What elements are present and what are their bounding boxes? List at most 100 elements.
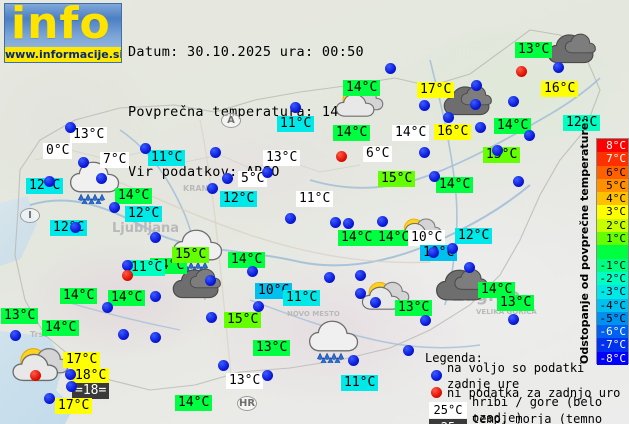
station-dot-available[interactable]	[419, 100, 430, 111]
station-dot-available[interactable]	[471, 80, 482, 91]
station-dot-available[interactable]	[428, 247, 439, 258]
site-logo[interactable]: info www.informacije.si	[4, 3, 122, 63]
station-dot-available[interactable]	[102, 302, 113, 313]
legend-item-available-label: na voljo so podatki zadnje ure	[447, 360, 585, 391]
country-code-glyph: A	[221, 113, 241, 128]
station-dot-available[interactable]	[324, 272, 335, 283]
station-dot-available[interactable]	[44, 393, 55, 404]
station-dot-available[interactable]	[262, 370, 273, 381]
station-dot-available[interactable]	[290, 102, 301, 113]
temperature-label: 14°C	[60, 288, 98, 304]
station-dot-available[interactable]	[70, 222, 81, 233]
station-dot-available[interactable]	[475, 122, 486, 133]
temperature-label: 14°C	[478, 282, 516, 298]
station-dot-available[interactable]	[420, 315, 431, 326]
station-dot-available[interactable]	[66, 381, 77, 392]
legend-item-available: na voljo so podatki zadnje ure	[425, 361, 629, 391]
station-dot-available[interactable]	[210, 147, 221, 158]
temperature-label: 14°C	[375, 230, 413, 246]
station-dot-missing[interactable]	[122, 270, 133, 281]
scale-cell-10: -2°C	[597, 271, 628, 286]
station-dot-available[interactable]	[222, 173, 233, 184]
station-dot-available[interactable]	[253, 301, 264, 312]
station-dot-available[interactable]	[513, 176, 524, 187]
station-dot-available[interactable]	[10, 330, 21, 341]
blue-dot-icon	[431, 370, 442, 381]
station-dot-available[interactable]	[492, 145, 503, 156]
station-dot-available[interactable]	[355, 270, 366, 281]
station-dot-available[interactable]	[377, 216, 388, 227]
scale-cell-2: 6°C	[597, 165, 628, 179]
station-dot-available[interactable]	[150, 232, 161, 243]
station-dot-available[interactable]	[65, 369, 76, 380]
scale-cell-7: 1°C	[597, 232, 628, 246]
station-dot-available[interactable]	[78, 157, 89, 168]
station-dot-available[interactable]	[508, 314, 519, 325]
station-dot-available[interactable]	[470, 99, 481, 110]
temperature-label: 11°C	[277, 116, 315, 132]
station-dot-available[interactable]	[403, 345, 414, 356]
station-dot-available[interactable]	[65, 122, 76, 133]
temperature-label: 11°C	[296, 191, 334, 207]
station-dot-available[interactable]	[429, 171, 440, 182]
station-dot-available[interactable]	[206, 312, 217, 323]
station-dot-available[interactable]	[348, 355, 359, 366]
station-dot-available[interactable]	[464, 262, 475, 273]
station-dot-available[interactable]	[207, 183, 218, 194]
scale-cell-15: -7°C	[597, 338, 628, 352]
legend-item-sea-label: temp. morja (temno ozadje)	[472, 411, 603, 424]
temperature-label: 11°C	[148, 150, 186, 166]
station-dot-available[interactable]	[443, 112, 454, 123]
red-dot-icon	[431, 387, 442, 398]
station-dot-available[interactable]	[330, 217, 341, 228]
station-dot-available[interactable]	[385, 63, 396, 74]
temperature-label: 13°C	[497, 295, 535, 311]
temperature-label: 13°C	[263, 150, 301, 166]
station-dot-available[interactable]	[370, 297, 381, 308]
station-dot-missing[interactable]	[336, 151, 347, 162]
station-dot-available[interactable]	[247, 266, 258, 277]
station-dot-available[interactable]	[285, 213, 296, 224]
temperature-label: 14°C	[494, 118, 532, 134]
station-dot-available[interactable]	[96, 173, 107, 184]
station-dot-missing[interactable]	[516, 66, 527, 77]
legend-item-mountains-label: hribi / gore (belo ozadje)	[472, 394, 603, 424]
rain-cloud-icon	[67, 157, 123, 208]
temperature-label: 15°C	[172, 247, 210, 263]
temperature-label: 14°C	[175, 395, 213, 411]
station-dot-missing[interactable]	[30, 370, 41, 381]
logo-url: www.informacije.si	[5, 47, 122, 62]
station-dot-available[interactable]	[508, 96, 519, 107]
temperature-label: 15°C	[224, 312, 262, 328]
temperature-label: 14°C	[115, 188, 153, 204]
temperature-label: 12°C	[50, 220, 88, 236]
station-dot-available[interactable]	[150, 291, 161, 302]
station-dot-available[interactable]	[150, 332, 161, 343]
white-background-sample: 25°C	[429, 401, 467, 418]
temperature-label: 14°C	[392, 125, 430, 141]
station-dot-available[interactable]	[44, 176, 55, 187]
station-dot-available[interactable]	[524, 130, 535, 141]
temperature-label: 13°C	[226, 373, 264, 389]
temperature-label: 14°C	[436, 177, 474, 193]
station-dot-available[interactable]	[355, 288, 366, 299]
station-dot-available[interactable]	[118, 329, 129, 340]
scale-cell-6: 2°C	[597, 218, 628, 233]
station-dot-available[interactable]	[553, 62, 564, 73]
station-dot-available[interactable]	[140, 143, 151, 154]
scale-cell-4: 4°C	[597, 192, 628, 206]
station-dot-available[interactable]	[205, 275, 216, 286]
station-dot-available[interactable]	[447, 243, 458, 254]
temperature-label: 13°C	[515, 42, 553, 58]
scale-cell-16: -8°C	[597, 351, 628, 366]
station-dot-available[interactable]	[343, 218, 354, 229]
station-dot-available[interactable]	[262, 167, 273, 178]
temperature-label: 12°C	[563, 115, 601, 131]
station-dot-available[interactable]	[122, 260, 133, 271]
temperature-label: 15°C	[378, 171, 416, 187]
station-dot-available[interactable]	[419, 147, 430, 158]
station-dot-available[interactable]	[218, 360, 229, 371]
station-dot-available[interactable]	[109, 202, 120, 213]
temperature-label: 12°C	[125, 206, 163, 222]
